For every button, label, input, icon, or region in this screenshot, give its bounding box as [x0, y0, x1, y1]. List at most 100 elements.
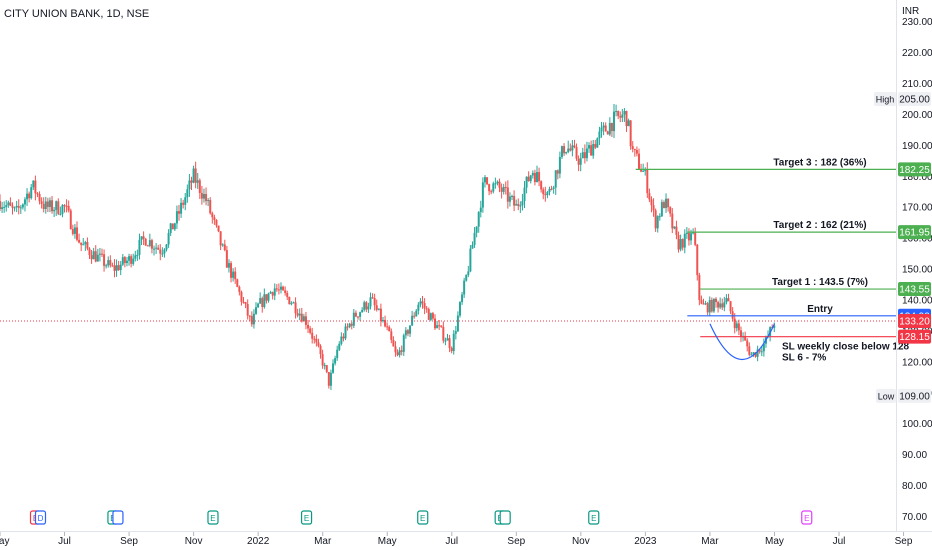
y-tick-label: 230.00 — [902, 17, 932, 28]
level-label: Target 3 : 182 (36%) — [773, 157, 866, 168]
candle-body — [702, 303, 705, 305]
candle-body — [540, 181, 543, 190]
candle-body — [419, 301, 422, 305]
candle-body — [434, 318, 437, 329]
candle-body — [667, 198, 670, 208]
y-tick-label: 140.00 — [902, 296, 932, 307]
candle-body — [652, 205, 655, 211]
candle-body — [692, 232, 695, 234]
candle-body — [525, 176, 528, 188]
price-tags-layer: 205.00109.00HighLow182.25161.95143.55134… — [874, 91, 931, 403]
candle-body — [142, 236, 145, 239]
candle-body — [762, 343, 765, 352]
candle-body — [396, 352, 399, 356]
candle-body — [90, 255, 93, 260]
candle-body — [269, 292, 272, 294]
candle-body — [502, 187, 505, 192]
candle-body — [34, 180, 37, 194]
candle-body — [344, 326, 347, 339]
candle-body — [98, 253, 101, 255]
candle-body — [627, 120, 630, 127]
candle-body — [359, 312, 362, 317]
candle-body — [384, 320, 387, 327]
candle-body — [298, 313, 301, 316]
candle-body — [458, 302, 461, 316]
candle-body — [569, 148, 572, 151]
candle-body — [748, 346, 751, 355]
x-tick-label: Mar — [701, 536, 719, 547]
candle-body — [496, 181, 499, 184]
candle-body — [309, 328, 312, 333]
candle-body — [365, 302, 368, 310]
candle-body — [619, 115, 622, 118]
candle-body — [265, 294, 268, 301]
candle-body — [506, 187, 509, 202]
candle-body — [286, 293, 289, 297]
candle-body — [36, 193, 39, 195]
candle-body — [600, 127, 603, 132]
candle-body — [103, 254, 106, 266]
candle-body — [438, 325, 441, 327]
candle-body — [290, 303, 293, 305]
candle-body — [346, 326, 349, 328]
candle-body — [340, 336, 343, 344]
candle-body — [423, 303, 426, 309]
candle-body — [196, 180, 199, 183]
candle-body — [446, 338, 449, 341]
candle-body — [708, 299, 711, 313]
level-price-tag-text: 182.25 — [899, 165, 930, 176]
y-tick-label: 120.00 — [902, 357, 932, 368]
y-tick-label: 150.00 — [902, 265, 932, 276]
candle-body — [431, 313, 434, 319]
candle-body — [67, 205, 70, 211]
level-price-tag-text: 128.15 — [899, 332, 930, 343]
candle-body — [192, 168, 195, 183]
candle-body — [96, 254, 99, 262]
candle-body — [0, 201, 1, 210]
event-marker — [417, 510, 429, 525]
event-marker-letter: E — [420, 514, 425, 523]
candle-body — [650, 199, 653, 206]
candle-body — [69, 210, 72, 230]
candle-body — [648, 193, 651, 200]
candle-body — [717, 302, 720, 308]
candle-body — [169, 223, 172, 234]
candle-body — [5, 205, 8, 207]
candle-body — [338, 343, 341, 350]
candle-body — [255, 307, 258, 314]
candle-body — [46, 201, 49, 207]
candle-body — [535, 172, 538, 183]
candle-body — [758, 349, 761, 352]
candle-body — [409, 325, 412, 334]
level-price-tag-text: 143.55 — [899, 285, 930, 296]
candle-body — [32, 180, 35, 188]
candle-body — [492, 183, 495, 192]
candle-body — [123, 257, 126, 263]
candle-body — [594, 144, 597, 148]
candle-body — [329, 372, 332, 386]
x-tick-label: May — [378, 536, 397, 547]
candle-body — [588, 145, 591, 149]
candle-body — [188, 180, 191, 190]
candle-body — [200, 192, 203, 199]
candle-body — [211, 213, 214, 218]
x-tick-label: Jul — [833, 536, 846, 547]
candle-body — [660, 202, 663, 217]
candle-body — [213, 217, 216, 220]
candle-body — [288, 296, 291, 305]
candle-body — [406, 330, 409, 334]
candle-body — [521, 201, 524, 206]
candle-body — [377, 308, 380, 310]
candle-body — [42, 203, 45, 209]
candle-body — [471, 244, 474, 249]
candle-body — [731, 311, 734, 319]
event-marker-letter: E — [591, 514, 596, 523]
level-price-tag — [898, 162, 931, 177]
candle-body — [486, 177, 489, 185]
candle-body — [656, 216, 659, 229]
candle-body — [279, 286, 282, 290]
level-label: Target 1 : 143.5 (7%) — [772, 277, 868, 288]
candle-body — [473, 232, 476, 245]
time-axis[interactable]: May Jul Sep Nov 2022 Mar May Jul Sep Nov 2023 Mar Ma… — [0, 532, 913, 547]
